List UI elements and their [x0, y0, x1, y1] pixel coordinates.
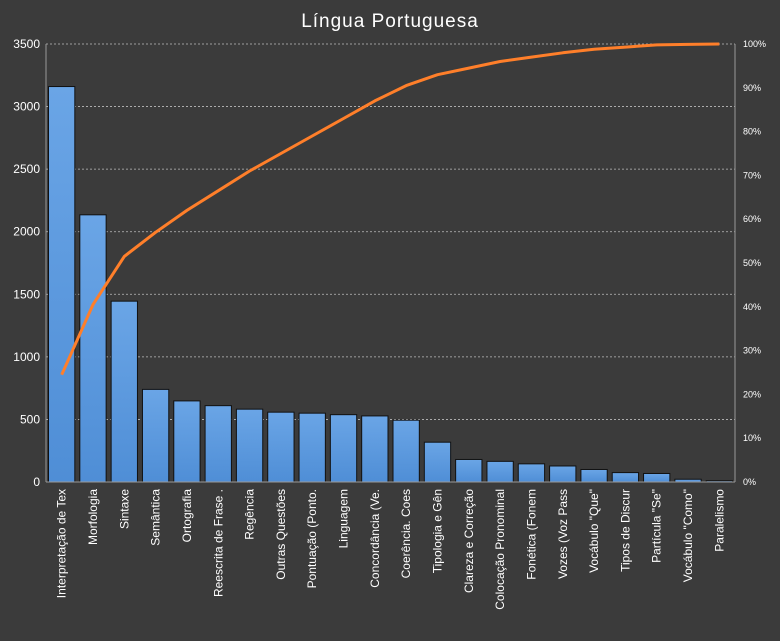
- x-tick-label: Concordância (Ve.: [368, 489, 382, 588]
- x-tick-label: Tipologia e Gên: [430, 489, 444, 573]
- y-tick-label: 500: [20, 412, 40, 426]
- bar: [486, 460, 514, 483]
- y2-tick-label: 70%: [743, 170, 761, 180]
- y2-tick-label: 30%: [743, 346, 761, 356]
- bars: [48, 86, 733, 483]
- axes: 0 500 1000 1500 2000 2500 3000 3500 0% 10% 20% 30% 4…: [13, 37, 766, 610]
- y2-tick-label: 20%: [743, 389, 761, 399]
- x-tick-label: Sintaxe: [117, 489, 131, 529]
- y2-tick-label: 60%: [743, 214, 761, 224]
- bar: [580, 468, 608, 483]
- y2-tick-label: 100%: [743, 39, 766, 49]
- x-tick-label: Outras Questões: [274, 489, 288, 580]
- bar: [329, 414, 358, 483]
- x-tick-label: Clareza e Correção: [462, 489, 476, 593]
- y-tick-label: 2000: [13, 225, 40, 239]
- y2-tick-label: 80%: [743, 127, 761, 137]
- x-tick-label: Linguagem: [337, 489, 351, 548]
- x-tick-label: Vozes (Voz Pass: [556, 489, 570, 579]
- bar: [48, 86, 76, 483]
- y-tick-label: 2500: [13, 162, 40, 176]
- x-tick-label: Ortografia: [180, 489, 194, 543]
- cumulative-line: [60, 42, 720, 376]
- y-tick-label: 3500: [13, 37, 40, 51]
- y2-tick-label: 40%: [743, 302, 761, 312]
- bar: [643, 472, 671, 483]
- y-tick-label: 1500: [13, 287, 40, 301]
- bar: [110, 300, 138, 483]
- x-tick-label: Semântica: [149, 489, 163, 546]
- x-tick-label: Vocábulo "Como": [681, 489, 695, 582]
- bar: [611, 472, 640, 483]
- bar: [173, 400, 201, 483]
- y2-tick-label: 90%: [743, 83, 761, 93]
- bar: [361, 415, 389, 483]
- x-tick-label: Pontuação (Ponto.: [305, 489, 319, 588]
- cumulative-percent-line: [60, 42, 720, 376]
- x-tick-label: Coerência. Coes: [399, 489, 413, 578]
- y2-tick-label: 10%: [743, 433, 761, 443]
- x-tick-label: Tipos de Discur: [618, 489, 632, 572]
- x-tick-label: Morfologia: [86, 489, 100, 545]
- bar: [392, 419, 420, 483]
- bar: [517, 463, 546, 483]
- bar: [298, 412, 326, 483]
- bar: [549, 465, 577, 483]
- x-tick-label: Partícula "Se": [650, 489, 664, 563]
- bar: [455, 458, 483, 483]
- gridlines: [46, 43, 735, 420]
- x-tick-label: Reescrita de Frase .: [211, 489, 225, 597]
- chart-title: Língua Portuguesa: [301, 11, 479, 32]
- x-tick-label: Fonética (Fonem: [524, 489, 538, 580]
- y-tick-label: 0: [33, 475, 40, 489]
- y-tick-label: 3000: [13, 100, 40, 114]
- x-tick-label: Regência: [243, 489, 257, 540]
- bar: [79, 214, 107, 483]
- x-tick-label: Interpretação de Tex: [55, 489, 69, 598]
- y-tick-label: 1000: [13, 350, 40, 364]
- bar: [235, 408, 264, 483]
- bar: [204, 405, 232, 483]
- y2-tick-label: 0%: [743, 477, 756, 487]
- x-tick-label: Paralelismo: [712, 489, 726, 552]
- x-tick-label: Vocábulo "Que": [587, 489, 601, 573]
- bar: [141, 388, 170, 483]
- x-tick-label: Colocação Pronominal: [493, 489, 507, 610]
- bar: [267, 411, 295, 483]
- y2-tick-label: 50%: [743, 258, 761, 268]
- bar: [423, 441, 452, 483]
